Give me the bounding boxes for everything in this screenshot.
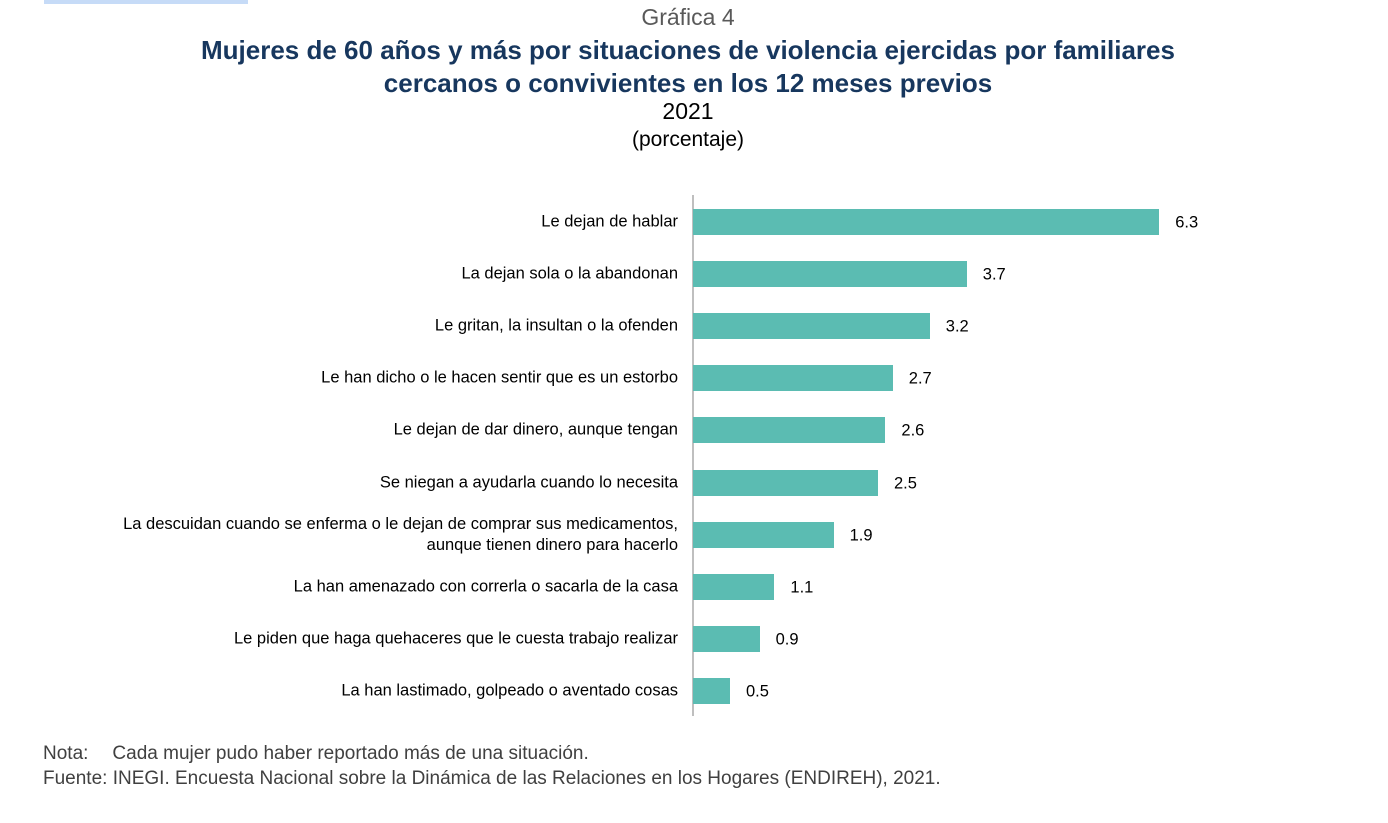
- bar: [693, 417, 886, 444]
- category-label: Le dejan de dar dinero, aunque tengan: [393, 420, 678, 439]
- bar: [693, 261, 967, 288]
- bar: [693, 521, 834, 548]
- category-label: La han lastimado, golpeado o aventado co…: [341, 681, 678, 700]
- category-label: La han amenazado con correrla o sacarla …: [293, 577, 678, 596]
- note-text: Cada mujer pudo haber reportado más de u…: [112, 743, 589, 764]
- value-label: 3.7: [982, 265, 1006, 284]
- bar: [693, 677, 730, 704]
- bar: [693, 573, 775, 600]
- value-label: 1.1: [790, 578, 814, 597]
- selection-highlight: [44, 0, 248, 4]
- category-label: Le dejan de hablar: [541, 212, 678, 231]
- category-label: Se niegan a ayudarla cuando lo necesita: [379, 473, 678, 491]
- chart-unit: (porcentaje): [631, 128, 745, 151]
- value-label: 0.5: [746, 682, 769, 701]
- value-label: 2.6: [901, 421, 925, 440]
- bar: [693, 365, 893, 392]
- bar: [693, 313, 930, 340]
- value-label: 1.9: [849, 526, 873, 545]
- bar: [693, 625, 760, 652]
- value-label: 0.9: [775, 630, 799, 649]
- bar: [693, 209, 1160, 235]
- chart-label: Gráfica 4: [641, 4, 735, 30]
- value-label: 3.2: [945, 317, 969, 336]
- value-label: 2.7: [908, 369, 932, 388]
- category-label: La descuidan cuando se enferma o le deja…: [123, 514, 678, 554]
- chart-subtitle: 2021: [662, 98, 714, 124]
- category-label: La dejan sola o la abandonan: [461, 264, 678, 283]
- value-label: 2.5: [894, 474, 917, 492]
- bar: [693, 469, 878, 496]
- category-label: Le gritan, la insultan o la ofenden: [434, 316, 678, 335]
- category-label: Le han dicho o le hacen sentir que es un…: [321, 368, 678, 387]
- source-label: Fuente:: [43, 768, 108, 789]
- category-label: Le piden que haga quehaceres que le cues…: [234, 629, 678, 648]
- value-label: 6.3: [1175, 213, 1199, 232]
- note-label: Nota:: [43, 743, 89, 764]
- axis-line: [692, 195, 694, 716]
- source: Fuente: INEGI. Encuesta Nacional sobre l…: [43, 768, 941, 790]
- note: Nota: Cada mujer pudo haber reportado más…: [43, 743, 589, 765]
- chart-title: Mujeres de 60 años y más por situaciones…: [201, 35, 1175, 98]
- source-text: INEGI. Encuesta Nacional sobre la Dinámi…: [112, 768, 941, 789]
